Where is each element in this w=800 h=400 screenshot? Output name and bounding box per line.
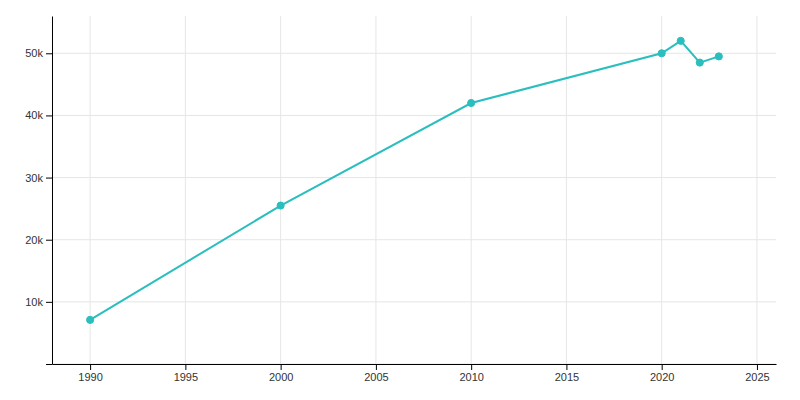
grid-line <box>471 16 472 364</box>
point <box>468 99 475 106</box>
tick: 10k <box>25 296 52 308</box>
tick: 20k <box>25 234 52 246</box>
chart: 1990 1995 2000 2005 2010 2015 2020 2025 10k 20k 30… <box>0 0 800 400</box>
tick-label: 20k <box>25 234 43 246</box>
tick-mark <box>46 53 52 54</box>
tick-mark <box>185 364 186 370</box>
tick-mark <box>46 302 52 303</box>
grid-line <box>566 16 567 364</box>
point <box>696 59 703 66</box>
tick-label: 50k <box>25 47 43 59</box>
tick-mark <box>46 178 52 179</box>
grid-line <box>756 16 757 364</box>
grid-line <box>90 16 91 364</box>
tick-label: 2005 <box>364 371 388 383</box>
tick-mark <box>281 364 282 370</box>
tick: 2025 <box>745 364 769 383</box>
grid-line <box>185 16 186 364</box>
point <box>715 53 722 60</box>
tick: 2005 <box>364 364 388 383</box>
tick-mark <box>757 364 758 370</box>
tick: 1995 <box>174 364 198 383</box>
tick-label: 2015 <box>555 371 579 383</box>
tick-mark <box>662 364 663 370</box>
tick-label: 2020 <box>650 371 674 383</box>
tick-label: 2000 <box>269 371 293 383</box>
tick: 2000 <box>269 364 293 383</box>
point <box>658 50 665 57</box>
grid <box>52 16 776 364</box>
grid-line <box>375 16 376 364</box>
tick <box>46 364 52 365</box>
tick-label: 1990 <box>78 371 102 383</box>
point <box>677 37 684 44</box>
tick-mark <box>376 364 377 370</box>
grid-line <box>52 301 776 302</box>
tick: 2015 <box>555 364 579 383</box>
tick: 2020 <box>650 364 674 383</box>
tick: 50k <box>25 47 52 59</box>
grid-line <box>52 239 776 240</box>
tick-label: 30k <box>25 172 43 184</box>
tick-label: 1995 <box>174 371 198 383</box>
tick-label: 10k <box>25 296 43 308</box>
tick-label: 40k <box>25 109 43 121</box>
tick: 2010 <box>459 364 483 383</box>
marks <box>87 37 723 323</box>
tick-label: 2010 <box>459 371 483 383</box>
tick-mark <box>46 240 52 241</box>
line <box>90 41 719 320</box>
tick-mark <box>46 115 52 116</box>
grid-line <box>52 364 776 365</box>
grid-line <box>661 16 662 364</box>
axis-line <box>53 364 777 365</box>
tick-mark <box>46 364 52 365</box>
plot: 1990 1995 2000 2005 2010 2015 2020 2025 10k 20k 30… <box>25 16 776 383</box>
tick: 40k <box>25 109 52 121</box>
grid-line <box>52 115 776 116</box>
point <box>87 316 94 323</box>
tick: 1990 <box>78 364 102 383</box>
x-axis: 1990 1995 2000 2005 2010 2015 2020 2025 <box>53 364 777 383</box>
tick-mark <box>566 364 567 370</box>
grid-line <box>280 16 281 364</box>
tick-mark <box>90 364 91 370</box>
grid-line <box>52 177 776 178</box>
axis-line <box>52 17 53 365</box>
tick: 30k <box>25 172 52 184</box>
grid-line <box>52 53 776 54</box>
tick-mark <box>471 364 472 370</box>
y-axis: 10k 20k 30k 40k 50k <box>25 17 52 365</box>
point <box>277 202 284 209</box>
tick-label: 2025 <box>745 371 769 383</box>
